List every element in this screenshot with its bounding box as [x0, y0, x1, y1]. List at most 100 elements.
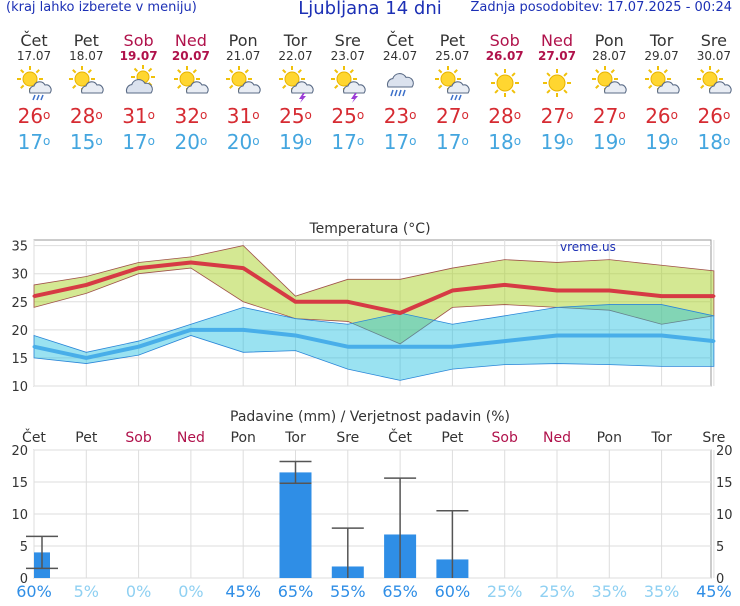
precipitation-probability: 45% — [696, 582, 732, 601]
x-tick-label: Ned — [177, 430, 205, 446]
data-point — [137, 266, 141, 270]
max-temperature: 31o — [122, 104, 155, 128]
data-point — [84, 356, 88, 360]
min-temperature-band — [33, 304, 715, 381]
x-tick-label: Pet — [441, 430, 464, 446]
min-temperature: 15o — [69, 130, 103, 154]
precipitation-probability: 35% — [592, 582, 628, 601]
degree-sign: o — [95, 134, 103, 148]
degree-sign: o — [43, 108, 51, 122]
x-tick-label: Sob — [492, 430, 518, 446]
day-column: Tor 29.07 26o 19o — [636, 32, 688, 155]
day-date: 21.07 — [226, 49, 261, 63]
degree-sign: o — [618, 134, 626, 148]
data-point — [503, 339, 507, 343]
day-name: Čet — [386, 31, 414, 50]
degree-sign: o — [252, 134, 260, 148]
weather-icon-slot — [688, 63, 740, 103]
day-name: Tor — [283, 31, 308, 50]
y-tick-label: 15 — [11, 352, 28, 367]
day-name: Pet — [73, 31, 99, 50]
x-tick-label: Sob — [125, 430, 151, 446]
max-temperature: 27o — [435, 104, 469, 128]
y-tick-label-right: 10 — [716, 508, 733, 523]
x-tick-label: Ned — [543, 430, 571, 446]
x-tick-label: Sre — [702, 430, 725, 446]
weather-icon-slot — [636, 63, 688, 103]
sun-cloud-icon — [226, 66, 261, 94]
day-name: Sre — [700, 31, 727, 50]
precipitation-chart: Padavine (mm) / Verjetnost padavin (%) Če… — [11, 409, 733, 601]
y-tick-label: 30 — [11, 268, 28, 283]
degree-sign: o — [95, 108, 103, 122]
min-temperature: 18o — [488, 130, 522, 154]
data-point — [503, 283, 507, 287]
precipitation-probability: 0% — [178, 582, 203, 601]
day-column: Sob 19.07 31o 17o — [113, 32, 165, 155]
data-point — [450, 289, 454, 293]
day-name: Pet — [439, 31, 465, 50]
day-date: 20.07 — [171, 49, 210, 63]
min-temperature: 19o — [645, 130, 678, 154]
menu-hint[interactable]: (kraj lahko izberete v meniju) — [6, 0, 197, 15]
degree-sign: o — [670, 134, 678, 148]
day-column: Pon 21.07 31o 20o — [217, 32, 269, 155]
max-temperature: 26o — [697, 104, 731, 128]
weather-icon-slot — [531, 63, 583, 103]
day-column: Sre 23.07 25o 17o — [322, 32, 374, 155]
sun-cloud-rain-icon — [17, 66, 52, 101]
x-tick-label: Čet — [388, 428, 412, 446]
data-point — [555, 289, 559, 293]
cloud-sun-icon — [125, 65, 155, 94]
day-name: Čet — [20, 31, 48, 50]
degree-sign: o — [566, 134, 574, 148]
day-column: Sob 26.07 28o 18o — [479, 32, 531, 155]
day-name: Sob — [489, 31, 520, 50]
y-tick-label: 25 — [11, 296, 28, 311]
precipitation-probability: 35% — [644, 582, 680, 601]
data-point — [294, 300, 297, 304]
sun-cloud-icon — [696, 66, 732, 94]
data-point — [346, 345, 350, 349]
day-date: 22.07 — [278, 49, 313, 63]
day-date: 19.07 — [119, 49, 158, 63]
max-temperature: 25o — [279, 104, 312, 128]
day-name: Ned — [174, 31, 207, 50]
cloud-rain-icon — [387, 73, 414, 97]
sun-cloud-icon — [644, 66, 680, 94]
y-tick-label: 20 — [11, 444, 28, 459]
y-tick-label-right: 5 — [716, 540, 724, 555]
min-temperature: 20o — [226, 130, 260, 154]
day-name: Ned — [541, 31, 573, 50]
weather-icon-slot — [479, 63, 531, 103]
y-tick-label: 0 — [20, 572, 28, 587]
data-point — [32, 294, 36, 298]
data-point — [241, 266, 245, 270]
x-tick-label: Čet — [22, 428, 46, 446]
y-tick-label-right: 0 — [716, 572, 724, 587]
data-point — [450, 345, 454, 349]
degree-sign: o — [356, 108, 365, 122]
max-temperature-line — [33, 260, 714, 315]
sun-cloud-icon — [592, 66, 627, 94]
sun-icon — [543, 69, 571, 97]
x-tick-label: Pet — [75, 430, 98, 446]
precipitation-probability: 55% — [330, 582, 366, 601]
degree-sign: o — [566, 108, 574, 122]
temperature-chart-title: Temperatura (°C) — [308, 221, 430, 237]
day-column: Čet 24.07 23o 17o — [374, 32, 426, 155]
weather-icon-slot — [374, 63, 426, 103]
max-temperature: 26o — [17, 104, 51, 128]
day-column: Čet 17.07 26o 17o — [8, 32, 60, 155]
day-name: Tor — [649, 31, 674, 50]
day-column: Ned 20.07 32o 20o — [165, 32, 217, 155]
precipitation-probability: 45% — [225, 582, 261, 601]
data-point — [607, 333, 611, 337]
data-point — [137, 345, 141, 349]
degree-sign: o — [618, 108, 626, 122]
min-temperature: 20o — [174, 130, 208, 154]
x-tick-label: Sre — [336, 430, 359, 446]
degree-sign: o — [670, 108, 678, 122]
degree-sign: o — [513, 134, 522, 148]
min-temperature: 18o — [697, 130, 731, 154]
